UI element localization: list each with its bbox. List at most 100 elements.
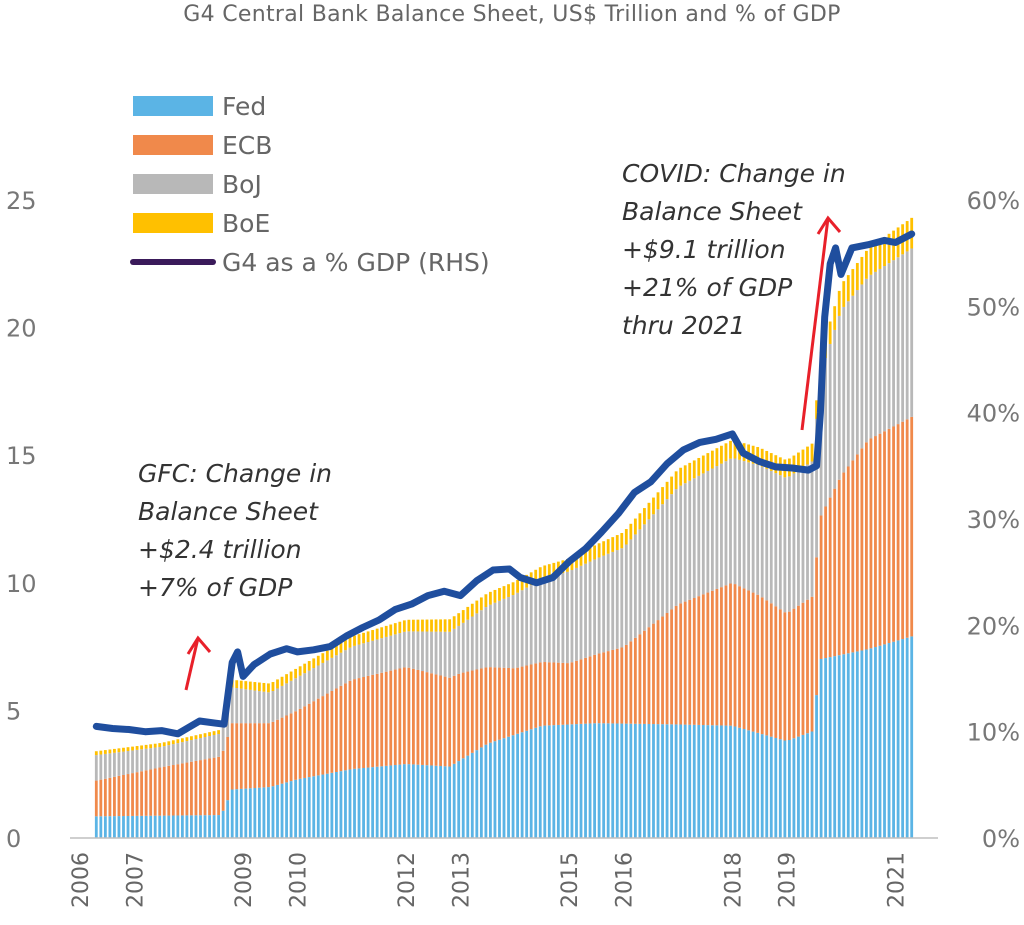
bar-segment-boj [815,418,818,558]
bar-segment-fed [430,765,433,838]
bar-segment-boj [715,466,719,589]
bar-segment-boj [864,278,868,443]
bar-segment-fed [819,658,823,838]
bar-segment-boj [697,475,701,597]
bar-segment-boe [353,635,356,646]
bar-segment-boj [652,514,655,624]
bar-segment-ecb [108,777,112,817]
bar-segment-boe [661,487,664,505]
bar-segment-boj [113,752,116,777]
bar-segment-boj [892,260,895,427]
bar-segment-ecb [584,657,587,724]
bar-segment-fed [710,725,714,838]
bar-segment-fed [801,734,805,838]
bar-segment-boj [756,464,760,595]
bar-segment-boj [774,473,778,607]
bar-segment-boj [122,751,125,775]
bar-segment-fed [475,750,479,838]
bar-segment-fed [158,815,162,838]
bar-segment-boj [824,357,828,507]
bar-segment-ecb [244,723,248,789]
bar-segment-boe [878,240,882,269]
bar-segment-boj [262,691,266,724]
bar-segment-boj [434,631,438,675]
bar-segment-ecb [901,421,905,640]
bar-segment-fed [461,758,465,838]
y-right-tick-label: 40% [967,400,1020,428]
bar-segment-boe [615,535,619,551]
bar-segment-boj [905,251,909,420]
bar-segment-fed [108,816,112,838]
bar-segment-boe [842,281,846,307]
bar-segment-boj [452,628,456,676]
bar-segment-boj [185,741,189,763]
bar-segment-boj [149,748,153,770]
bar-segment-boj [144,748,148,771]
bar-segment-ecb [479,668,483,748]
bar-segment-fed [633,723,637,838]
bar-segment-fed [511,735,515,838]
bar-segment-boj [602,555,606,653]
bar-segment-ecb [457,673,461,762]
bar-segment-ecb [810,596,814,732]
bar-segment-ecb [674,605,678,725]
bar-segment-boe [584,550,587,564]
bar-segment-ecb [294,711,298,780]
bar-segment-boj [312,668,316,702]
bar-segment-boj [294,678,298,712]
bar-segment-boj [656,509,660,621]
bar-segment-ecb [547,662,551,726]
bar-segment-boe [280,676,284,686]
bar-segment-boe [203,733,207,738]
bar-segment-ecb [806,599,809,734]
bar-segment-ecb [380,672,384,767]
bar-segment-boe [407,619,411,632]
bar-segment-ecb [801,602,805,735]
bar-segment-fed [357,768,361,838]
bar-segment-boj [316,665,320,699]
bar-segment-fed [720,725,723,838]
y-right-tick-label: 30% [967,506,1020,534]
bar-segment-boe [543,565,547,579]
x-tick-label: 2006 [69,852,94,908]
bar-segment-fed [117,816,121,838]
bar-segment-ecb [652,623,655,725]
bar-segment-boe [439,619,442,632]
bar-segment-ecb [393,669,397,766]
bar-segment-boj [679,485,683,604]
bar-segment-boe [294,668,298,679]
bar-segment-boe [307,661,311,671]
bar-segment-fed [140,815,144,838]
x-tick-label: 2010 [286,852,311,908]
bar-segment-boj [321,662,325,697]
bar-segment-boj [285,683,288,716]
bar-segment-boj [140,749,144,772]
bar-segment-boj [190,740,193,762]
bar-segment-fed [144,815,148,838]
bar-segment-fed [149,815,153,838]
bar-segment-fed [479,747,483,838]
bar-segment-ecb [851,460,855,653]
bar-segment-boj [135,749,139,773]
bar-segment-boe [371,630,375,641]
bar-segment-fed [806,733,809,838]
bar-segment-boj [633,534,637,638]
bar-segment-boj [806,464,809,600]
bar-segment-ecb [348,680,352,770]
bar-segment-fed [276,784,279,838]
bar-segment-ecb [321,696,325,775]
bar-segment-boj [412,631,415,669]
bar-segment-boe [547,564,551,577]
bar-segment-fed [294,779,298,838]
bar-segment-boe [647,502,651,520]
bar-segment-fed [747,730,751,838]
bar-segment-ecb [783,612,787,741]
bar-segment-fed [584,723,587,838]
bar-segment-boe [180,738,184,743]
bar-segment-ecb [122,774,125,817]
bar-segment-ecb [470,670,474,753]
bar-segment-fed [760,734,764,838]
bar-segment-boe [149,744,153,749]
bar-segment-boj [670,494,674,610]
bar-segment-fed [244,788,248,838]
